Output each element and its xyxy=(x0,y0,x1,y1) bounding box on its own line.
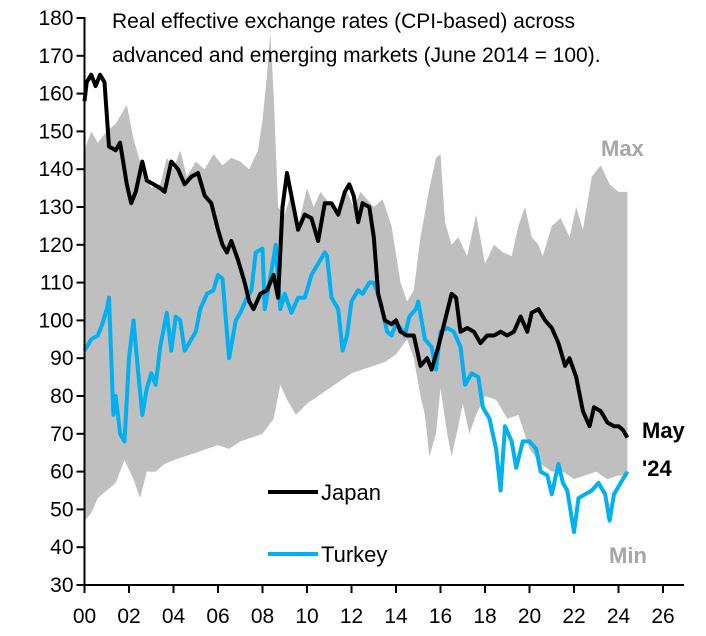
y-tick-label: 160 xyxy=(38,83,73,106)
x-tick-label: 02 xyxy=(117,605,140,628)
x-tick-label: 16 xyxy=(429,605,452,628)
y-tick-label: 70 xyxy=(50,423,73,446)
y-tick-label: 170 xyxy=(38,45,73,68)
axes: 30 40 50 60 70 80 90 100 110 120 130 140 150 160 170 18… xyxy=(38,7,684,628)
x-tick-label: 20 xyxy=(518,605,541,628)
x-tick-label: 06 xyxy=(206,605,229,628)
x-tick-label: 22 xyxy=(562,605,585,628)
x-tick-label: 14 xyxy=(384,605,408,628)
y-tick-label: 150 xyxy=(38,120,73,143)
y-tick-label: 80 xyxy=(50,385,73,408)
latest-date-annotation-month: May xyxy=(642,418,686,443)
x-tick-label: 08 xyxy=(251,605,274,628)
y-tick-label: 110 xyxy=(40,272,73,295)
y-tick-label: 40 xyxy=(50,536,73,559)
y-tick-label: 100 xyxy=(38,309,73,332)
chart-title-line-1: Real effective exchange rates (CPI-based… xyxy=(112,10,575,33)
series-line-turkey xyxy=(82,242,630,535)
range-band-layer xyxy=(84,33,628,521)
y-tick-label: 120 xyxy=(38,234,73,257)
x-tick-label: 00 xyxy=(73,605,96,628)
y-tick-label: 90 xyxy=(50,347,73,370)
x-tick-label: 24 xyxy=(607,605,631,628)
legend-label-turkey: Turkey xyxy=(321,542,387,567)
latest-date-annotation-year: '24 xyxy=(642,456,672,481)
max-annotation: Max xyxy=(601,136,645,161)
legend: Japan Turkey xyxy=(268,480,387,567)
x-tick-label: 10 xyxy=(295,605,318,628)
y-tick-label: 140 xyxy=(38,158,73,181)
min-annotation: Min xyxy=(609,543,647,568)
y-tick-label: 130 xyxy=(38,196,73,219)
x-tick-label: 26 xyxy=(651,605,674,628)
y-tick-label: 30 xyxy=(50,574,73,597)
y-tick-label: 60 xyxy=(50,461,73,484)
series-line-japan xyxy=(82,72,630,439)
legend-label-japan: Japan xyxy=(321,480,381,505)
chart-title-line-2: advanced and emerging markets (June 2014… xyxy=(112,44,601,67)
x-tick-label: 04 xyxy=(162,605,186,628)
x-tick-label: 18 xyxy=(473,605,496,628)
min-max-range-band xyxy=(84,33,628,521)
y-tick-label: 180 xyxy=(38,7,73,30)
x-tick-label: 12 xyxy=(340,605,363,628)
series-layer xyxy=(82,72,630,535)
y-tick-label: 50 xyxy=(50,498,73,521)
